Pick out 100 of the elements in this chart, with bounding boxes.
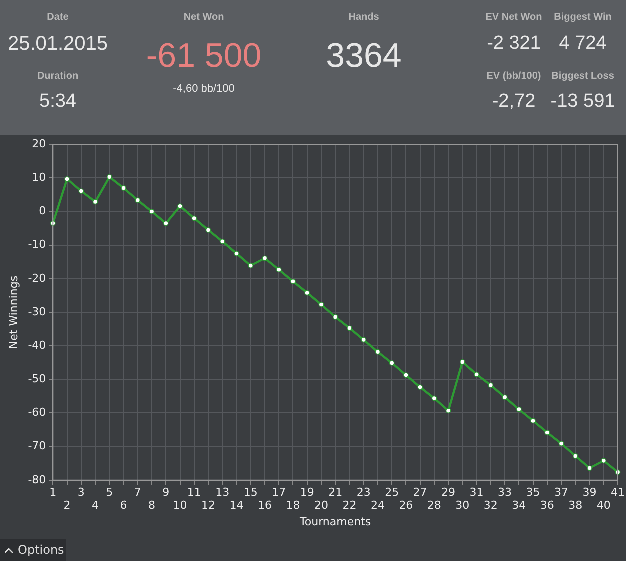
text: Duration xyxy=(37,71,79,82)
text: -61 500 xyxy=(146,37,262,76)
text: Hands xyxy=(348,12,380,23)
x-tick-label: 4 xyxy=(92,499,100,512)
text: -13 591 xyxy=(550,91,616,113)
x-tick-label: 13 xyxy=(216,486,230,499)
x-tick-label: 39 xyxy=(582,486,597,499)
text: Date xyxy=(47,12,69,23)
point xyxy=(163,220,169,226)
y-tick-label: 20 xyxy=(32,137,46,150)
text: -2,72 xyxy=(492,91,536,113)
x-tick-label: 32 xyxy=(484,499,498,512)
x-tick-label: 25 xyxy=(385,486,400,499)
text: -4,60 bb/100 xyxy=(173,83,235,95)
x-tick-label: 34 xyxy=(512,499,526,512)
x-tick-label: 12 xyxy=(201,499,216,512)
y-axis-title: Net Winnings xyxy=(7,276,20,350)
point xyxy=(502,394,508,400)
x-tick-label: 33 xyxy=(498,486,512,499)
point xyxy=(474,372,480,378)
x-tick-label: 18 xyxy=(286,499,300,512)
point xyxy=(290,278,296,284)
x-tick-label: 40 xyxy=(596,499,611,512)
x-tick-label: 31 xyxy=(470,486,484,499)
x-tick-label: 11 xyxy=(187,486,202,499)
point xyxy=(375,349,381,355)
point xyxy=(587,466,592,472)
y-tick-label: -20 xyxy=(28,272,46,285)
text: 4 724 xyxy=(559,33,607,55)
x-tick-label: 38 xyxy=(568,499,583,512)
text: EV (bb/100) xyxy=(486,71,542,82)
x-tick-label: 5 xyxy=(106,486,114,499)
point xyxy=(92,199,98,205)
x-tick-label: 10 xyxy=(173,499,188,512)
y-tick-label: -10 xyxy=(28,238,46,252)
x-tick-label: 37 xyxy=(554,486,569,499)
y-tick-label: -30 xyxy=(28,305,46,318)
x-tick-label: 29 xyxy=(442,486,456,499)
text: 25.01.2015 xyxy=(8,33,108,56)
point xyxy=(304,290,310,296)
y-tick-label: -40 xyxy=(28,338,46,352)
point xyxy=(220,238,226,244)
x-tick-label: 23 xyxy=(356,486,371,499)
x-tick-label: 20 xyxy=(314,499,328,512)
x-tick-label: 6 xyxy=(120,499,128,512)
text: Biggest Win xyxy=(554,12,612,23)
text: -2 321 xyxy=(487,33,541,55)
x-tick-label: 27 xyxy=(413,486,428,499)
point xyxy=(318,302,324,308)
x-tick-label: 9 xyxy=(162,486,170,499)
point xyxy=(78,188,84,194)
x-tick-label: 1 xyxy=(50,486,57,499)
y-tick-label: 0 xyxy=(39,204,46,218)
point xyxy=(516,406,522,412)
point xyxy=(64,176,70,182)
point xyxy=(276,267,282,273)
point xyxy=(206,228,212,233)
text: 5:34 xyxy=(40,91,76,113)
x-tick-label: 35 xyxy=(526,486,540,499)
y-tick-label: -50 xyxy=(28,372,46,386)
point xyxy=(530,418,536,424)
point xyxy=(544,430,550,436)
point xyxy=(192,216,198,222)
point xyxy=(418,384,424,390)
x-tick-label: 22 xyxy=(342,499,357,512)
y-tick-label: -70 xyxy=(28,440,46,453)
x-tick-label: 16 xyxy=(258,499,272,512)
x-tick-label: 2 xyxy=(64,499,71,512)
x-tick-label: 7 xyxy=(134,486,142,499)
text: Net Won xyxy=(184,12,224,23)
x-axis-title: Tournaments xyxy=(299,515,372,528)
point xyxy=(149,209,155,214)
x-tick-label: 15 xyxy=(244,486,258,499)
point xyxy=(460,360,466,365)
x-tick-label: 28 xyxy=(427,499,442,512)
y-tick-label: -80 xyxy=(28,473,46,486)
point xyxy=(572,454,578,459)
point xyxy=(558,441,564,446)
text: Options xyxy=(18,543,64,557)
point xyxy=(248,263,254,269)
y-tick-label: -60 xyxy=(28,406,46,420)
x-tick-label: 21 xyxy=(328,486,343,499)
point xyxy=(389,360,395,366)
x-tick-label: 14 xyxy=(230,499,244,512)
point xyxy=(262,256,268,262)
x-tick-label: 30 xyxy=(456,499,470,512)
y-tick-label: 10 xyxy=(32,171,46,184)
point xyxy=(432,396,438,402)
point xyxy=(121,186,126,191)
text: EV Net Won xyxy=(486,12,542,23)
x-tick-label: 17 xyxy=(272,486,286,499)
x-tick-label: 36 xyxy=(540,499,554,512)
point xyxy=(601,458,607,464)
text: 3364 xyxy=(326,37,402,76)
point xyxy=(178,204,183,210)
x-tick-label: 24 xyxy=(370,499,385,512)
x-tick-label: 19 xyxy=(300,486,314,499)
point xyxy=(403,372,409,378)
x-tick-label: 3 xyxy=(78,486,85,499)
point xyxy=(347,326,352,331)
